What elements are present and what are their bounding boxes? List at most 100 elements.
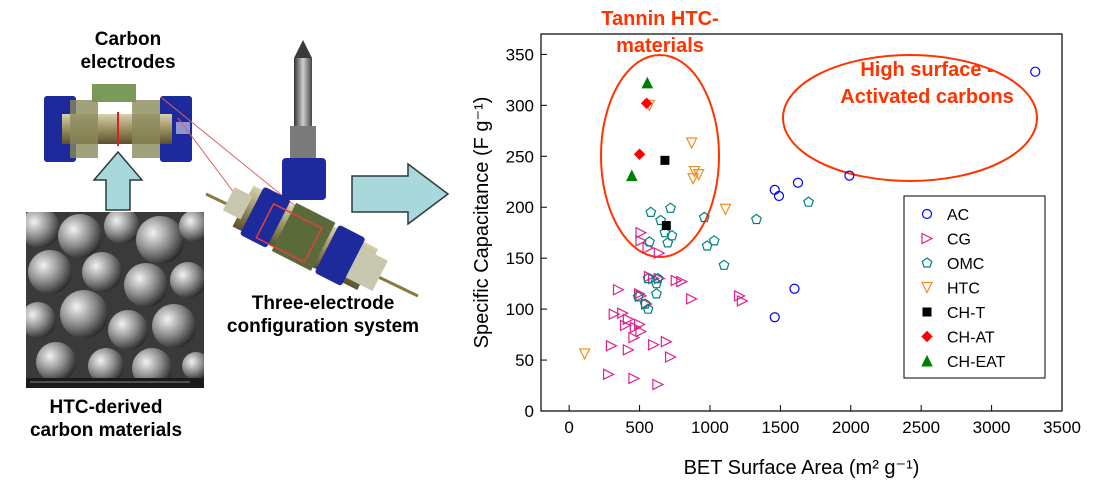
data-point-cg bbox=[602, 368, 615, 381]
legend-box bbox=[903, 195, 1046, 379]
data-point-cg bbox=[617, 307, 630, 320]
data-point-htc bbox=[719, 203, 732, 216]
plot-frame bbox=[540, 33, 1063, 412]
data-point-cg bbox=[635, 234, 648, 247]
data-point-cg bbox=[648, 338, 660, 351]
data-point-omc bbox=[650, 277, 662, 289]
tannin-htc-ellipse bbox=[600, 54, 720, 258]
data-point-cg bbox=[736, 294, 749, 307]
legend-marker-cg bbox=[921, 232, 934, 245]
data-point-ac bbox=[789, 283, 800, 294]
right-arrow-icon bbox=[351, 162, 450, 226]
htc-derived-label: HTC-derived carbon materials bbox=[29, 397, 183, 441]
data-point-cg bbox=[733, 289, 746, 302]
data-point-ch-at bbox=[640, 97, 653, 109]
data-point-omc bbox=[666, 229, 678, 241]
scatter-plot: 0 500 1000 1500 2000 2500 3000 3500 0 50 100 150 200… bbox=[506, 8, 1081, 437]
data-point-omc bbox=[642, 272, 654, 284]
electrochemical-cell-image bbox=[205, 40, 419, 298]
y-tick-label: 100 bbox=[506, 300, 534, 319]
x-axis-title: BET Surface Area (m² g⁻¹) bbox=[684, 457, 920, 479]
y-tick-label: 300 bbox=[506, 96, 534, 115]
legend-marker-ac bbox=[921, 208, 933, 220]
data-point-htc bbox=[578, 348, 591, 361]
data-point-omc bbox=[750, 213, 762, 225]
data-point-omc bbox=[652, 272, 664, 284]
up-arrow-icon bbox=[92, 150, 144, 211]
data-point-cg bbox=[628, 372, 641, 385]
data-point-cg bbox=[641, 298, 653, 310]
electrode-closeup-image bbox=[44, 84, 192, 170]
data-point-cg bbox=[653, 247, 666, 260]
data-point-cg bbox=[629, 321, 642, 334]
data-point-cg bbox=[622, 343, 635, 356]
data-point-omc bbox=[643, 236, 655, 247]
x-tick-label: 0 bbox=[564, 418, 573, 437]
data-point-cg bbox=[676, 275, 689, 288]
data-point-htc bbox=[692, 169, 705, 181]
y-tick-label: 250 bbox=[506, 147, 534, 166]
data-point-cg bbox=[660, 335, 673, 348]
data-point-cg bbox=[622, 313, 635, 326]
data-point-omc bbox=[708, 235, 720, 246]
y-tick-label: 350 bbox=[506, 45, 534, 64]
data-point-omc bbox=[698, 211, 710, 223]
data-point-omc bbox=[665, 202, 677, 213]
annotation-label: materials bbox=[616, 35, 704, 57]
legend-entry-label: AC bbox=[947, 207, 969, 224]
legend-marker-ch-at bbox=[921, 330, 933, 343]
data-point-ch-eat bbox=[641, 76, 654, 89]
legend-entry-label: CH-AT bbox=[947, 330, 995, 347]
data-point-cg bbox=[635, 226, 648, 239]
data-point-ch-t bbox=[660, 155, 670, 165]
data-point-cg bbox=[619, 319, 632, 332]
legend-entry-label: OMC bbox=[947, 256, 984, 273]
data-point-ac bbox=[773, 190, 785, 202]
data-point-cg bbox=[608, 308, 621, 321]
data-point-cg bbox=[605, 339, 618, 352]
data-point-omc bbox=[632, 291, 644, 302]
legend-marker-ch-eat bbox=[921, 354, 933, 367]
x-tick-label: 1000 bbox=[691, 418, 729, 437]
data-point-ac bbox=[1030, 66, 1041, 77]
x-tick-label: 2500 bbox=[902, 418, 940, 437]
data-point-ch-at bbox=[633, 148, 646, 160]
annotation-label: Activated carbons bbox=[840, 86, 1013, 108]
legend-entry-label: HTC bbox=[947, 281, 980, 298]
legend-marker-omc bbox=[921, 257, 933, 268]
three-electrode-label: Three-electrode configuration system bbox=[226, 293, 420, 337]
legend-marker-htc bbox=[921, 281, 933, 294]
sem-micrograph-image bbox=[26, 212, 204, 388]
data-point-ch-t bbox=[661, 221, 671, 231]
x-tick-label: 3000 bbox=[973, 418, 1011, 437]
x-tick-label: 1500 bbox=[761, 418, 799, 437]
data-point-omc bbox=[718, 259, 730, 270]
activated-carbons-ellipse bbox=[782, 54, 1038, 182]
data-point-omc bbox=[645, 206, 657, 217]
x-tick-label: 2000 bbox=[832, 418, 870, 437]
data-point-cg bbox=[686, 292, 699, 305]
data-point-omc bbox=[639, 298, 651, 309]
annotation-label: High surface - bbox=[860, 59, 993, 81]
data-point-ac bbox=[792, 177, 804, 188]
carbon-electrodes-label: Carbon electrodes bbox=[80, 29, 176, 73]
data-point-cg bbox=[652, 378, 665, 391]
data-point-htc bbox=[688, 165, 701, 178]
y-tick-label: 200 bbox=[506, 198, 534, 217]
data-point-omc bbox=[655, 214, 667, 226]
legend-marker-ch-t bbox=[922, 307, 932, 317]
data-point-ch-eat bbox=[626, 169, 638, 182]
data-point-omc bbox=[803, 196, 815, 207]
data-point-cg bbox=[628, 331, 641, 344]
y-axis-title: Specific Capacitance (F g⁻¹) bbox=[471, 97, 493, 349]
data-point-cg bbox=[664, 351, 677, 363]
data-point-cg bbox=[612, 283, 625, 296]
y-tick-label: 0 bbox=[525, 402, 534, 421]
data-point-ac bbox=[769, 184, 780, 195]
data-point-cg bbox=[670, 274, 683, 287]
legend-entry-label: CG bbox=[947, 232, 971, 249]
data-point-cg bbox=[635, 325, 648, 338]
y-tick-label: 150 bbox=[506, 249, 534, 268]
data-point-omc bbox=[642, 303, 654, 314]
